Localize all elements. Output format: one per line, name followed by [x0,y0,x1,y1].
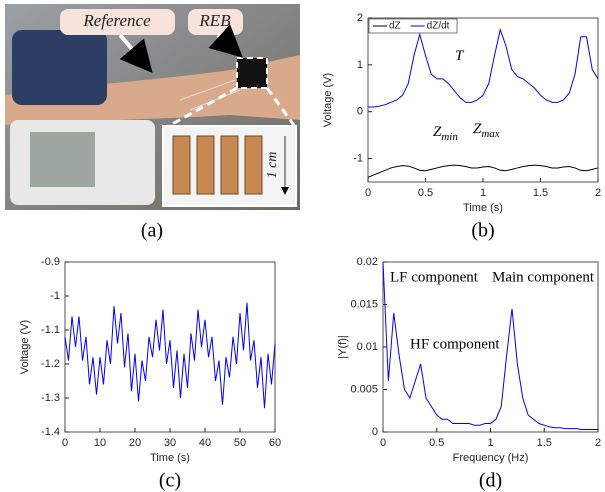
x-axis-label: Time (s) [150,452,190,464]
y-tick-label: -1.4 [41,426,60,438]
annotation: Zmax [473,121,500,139]
annotation: Main component [492,269,595,285]
x-tick-label: 2 [595,187,601,199]
annotation-text: Z [433,124,442,140]
y-tick-label: -0.9 [41,256,60,268]
x-tick-label: 2 [595,437,601,449]
x-tick-label: 1.5 [537,437,552,449]
annotation-sub: max [481,128,499,140]
y-tick-label: 0 [357,106,363,118]
x-tick-label: 40 [199,437,211,449]
x-tick-label: 0 [365,187,371,199]
y-tick-label: 0.02 [357,256,378,268]
y-tick-label: 2 [357,12,363,24]
annotation: LF component [390,269,479,285]
y-tick-label: 0 [372,426,378,438]
legend: dZ dZ/dt [368,18,458,34]
plot-frame [382,261,599,433]
caption: (b) [471,220,494,242]
photo-label: REB [198,11,231,30]
y-axis-label: Voltage (V) [322,73,334,127]
x-axis-label: Frequency (Hz) [453,452,529,464]
annotation-text: Z [473,121,482,137]
x-tick-label: 1 [480,187,486,199]
annotation: HF component [410,336,500,352]
x-tick-label: 50 [234,437,246,449]
plot-frame [367,17,599,183]
y-tick-label: 0.005 [350,383,378,395]
y-tick-label: 0.015 [350,298,378,310]
photo-label: Reference [82,11,151,30]
y-axis-label: |Y(f)| [337,335,349,358]
photo-label: 1 cm [265,152,280,179]
y-axis-label: Voltage (V) [19,320,31,374]
caption: (c) [159,470,181,492]
y-tick-label: 1 [357,59,363,71]
x-tick-label: 10 [94,437,106,449]
annotation: Zmin [433,124,458,142]
x-tick-label: 60 [269,437,281,449]
y-tick-label: 0.01 [357,341,378,353]
x-tick-label: 1.5 [533,187,548,199]
y-tick-label: -1.3 [41,392,60,404]
y-tick-label: -1.1 [41,324,60,336]
x-tick-label: 30 [164,437,176,449]
x-axis-label: Time (s) [463,202,503,214]
photo: Reference REB 1 cm [5,4,300,210]
legend-label: dZ [389,21,401,32]
caption: (d) [479,470,502,492]
annotation: T [455,48,465,64]
x-tick-label: 0 [62,437,68,449]
y-tick-label: -1.2 [41,358,60,370]
caption: (a) [141,220,163,242]
data-line [64,302,276,409]
x-tick-label: 0.5 [418,187,433,199]
annotation-sub: min [441,131,458,143]
y-tick-label: -1 [50,290,60,302]
data-line [367,164,599,178]
y-tick-label: -1 [353,152,363,164]
annotation-text: T [455,48,465,64]
x-tick-label: 20 [129,437,141,449]
data-line [382,261,598,430]
data-line [368,27,599,108]
legend-label: dZ/dt [427,21,450,32]
x-tick-label: 0.5 [429,437,444,449]
x-tick-label: 0 [380,437,386,449]
x-tick-label: 1 [487,437,493,449]
